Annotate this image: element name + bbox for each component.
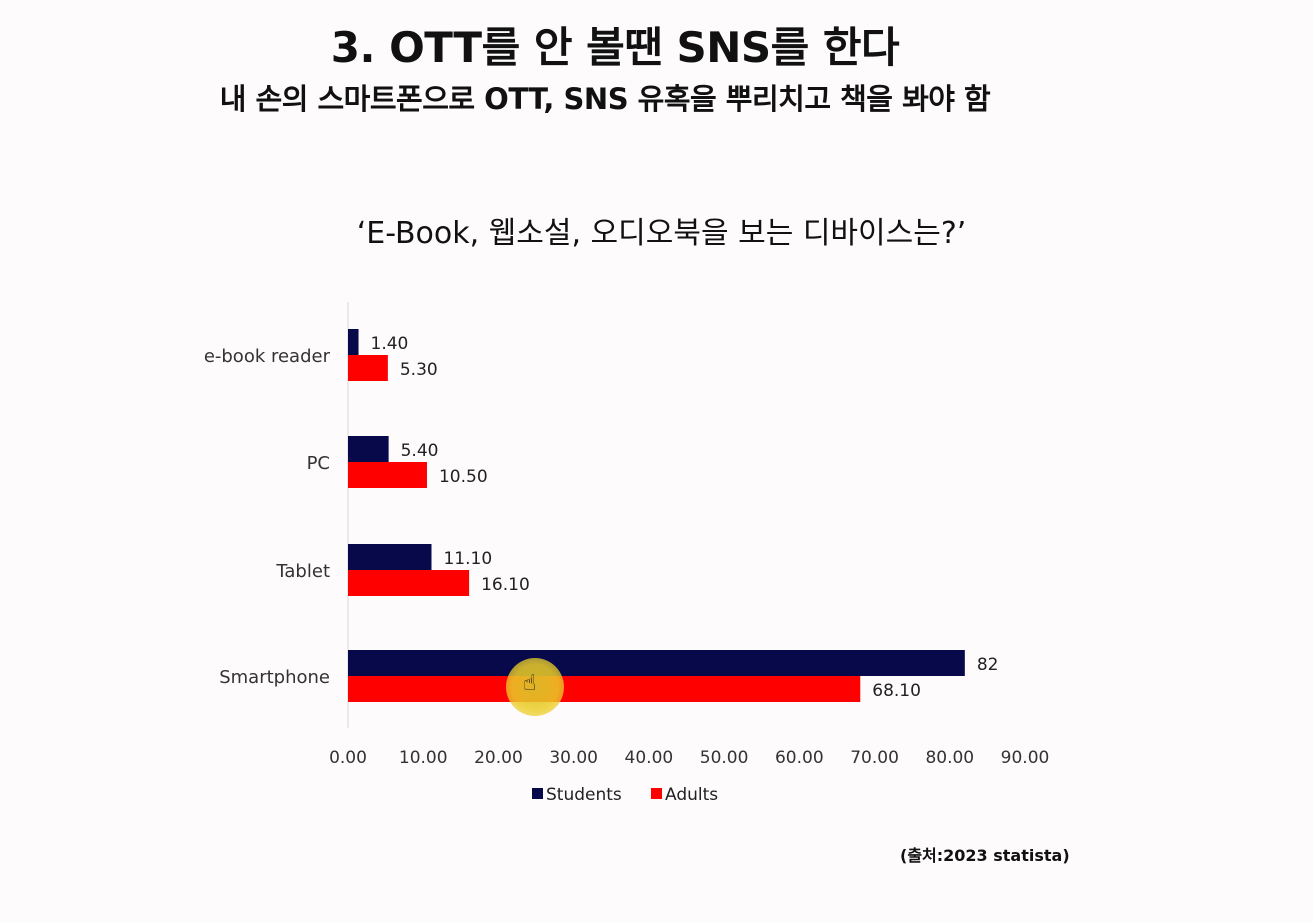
legend-swatch-students <box>532 788 543 799</box>
legend-label: Students <box>546 785 622 805</box>
data-label: 82 <box>977 655 999 675</box>
data-label: 5.30 <box>400 360 438 380</box>
data-label: 1.40 <box>371 334 409 354</box>
x-tick-label: 10.00 <box>399 748 448 768</box>
x-tick-label: 0.00 <box>329 748 367 768</box>
chart-question: ‘E-Book, 웹소설, 오디오북을 보는 디바이스는?’ <box>356 216 967 251</box>
category-label: Tablet <box>275 561 330 582</box>
x-tick-label: 70.00 <box>850 748 899 768</box>
bar-adults <box>348 462 427 488</box>
slide-subtitle: 내 손의 스마트폰으로 OTT, SNS 유혹을 뿌리치고 책을 봐야 함 <box>219 82 991 116</box>
slide-title: 3. OTT를 안 볼땐 SNS를 한다 <box>330 23 900 72</box>
source-note: (출처:2023 statista) <box>900 846 1070 865</box>
hand-pointer-icon: ☝ <box>523 671 537 696</box>
data-label: 5.40 <box>401 441 439 461</box>
legend-label: Adults <box>665 785 718 805</box>
x-tick-label: 90.00 <box>1001 748 1050 768</box>
legend-swatch-adults <box>651 788 662 799</box>
data-label: 11.10 <box>443 549 492 569</box>
data-label: 10.50 <box>439 467 488 487</box>
x-tick-label: 50.00 <box>700 748 749 768</box>
category-label: e-book reader <box>204 346 331 367</box>
x-tick-label: 40.00 <box>625 748 674 768</box>
data-label: 68.10 <box>872 681 921 701</box>
bar-students <box>348 329 359 355</box>
x-tick-label: 60.00 <box>775 748 824 768</box>
category-label: Smartphone <box>219 667 330 688</box>
bar-students <box>348 436 389 462</box>
bar-students <box>348 650 965 676</box>
x-tick-label: 20.00 <box>474 748 523 768</box>
x-tick-label: 30.00 <box>549 748 598 768</box>
bar-adults <box>348 355 388 381</box>
data-label: 16.10 <box>481 575 530 595</box>
bar-adults <box>348 570 470 596</box>
bar-students <box>348 544 432 570</box>
category-label: PC <box>307 453 330 474</box>
x-tick-label: 80.00 <box>925 748 974 768</box>
cursor-highlight <box>506 658 564 716</box>
bar-adults <box>348 676 861 702</box>
